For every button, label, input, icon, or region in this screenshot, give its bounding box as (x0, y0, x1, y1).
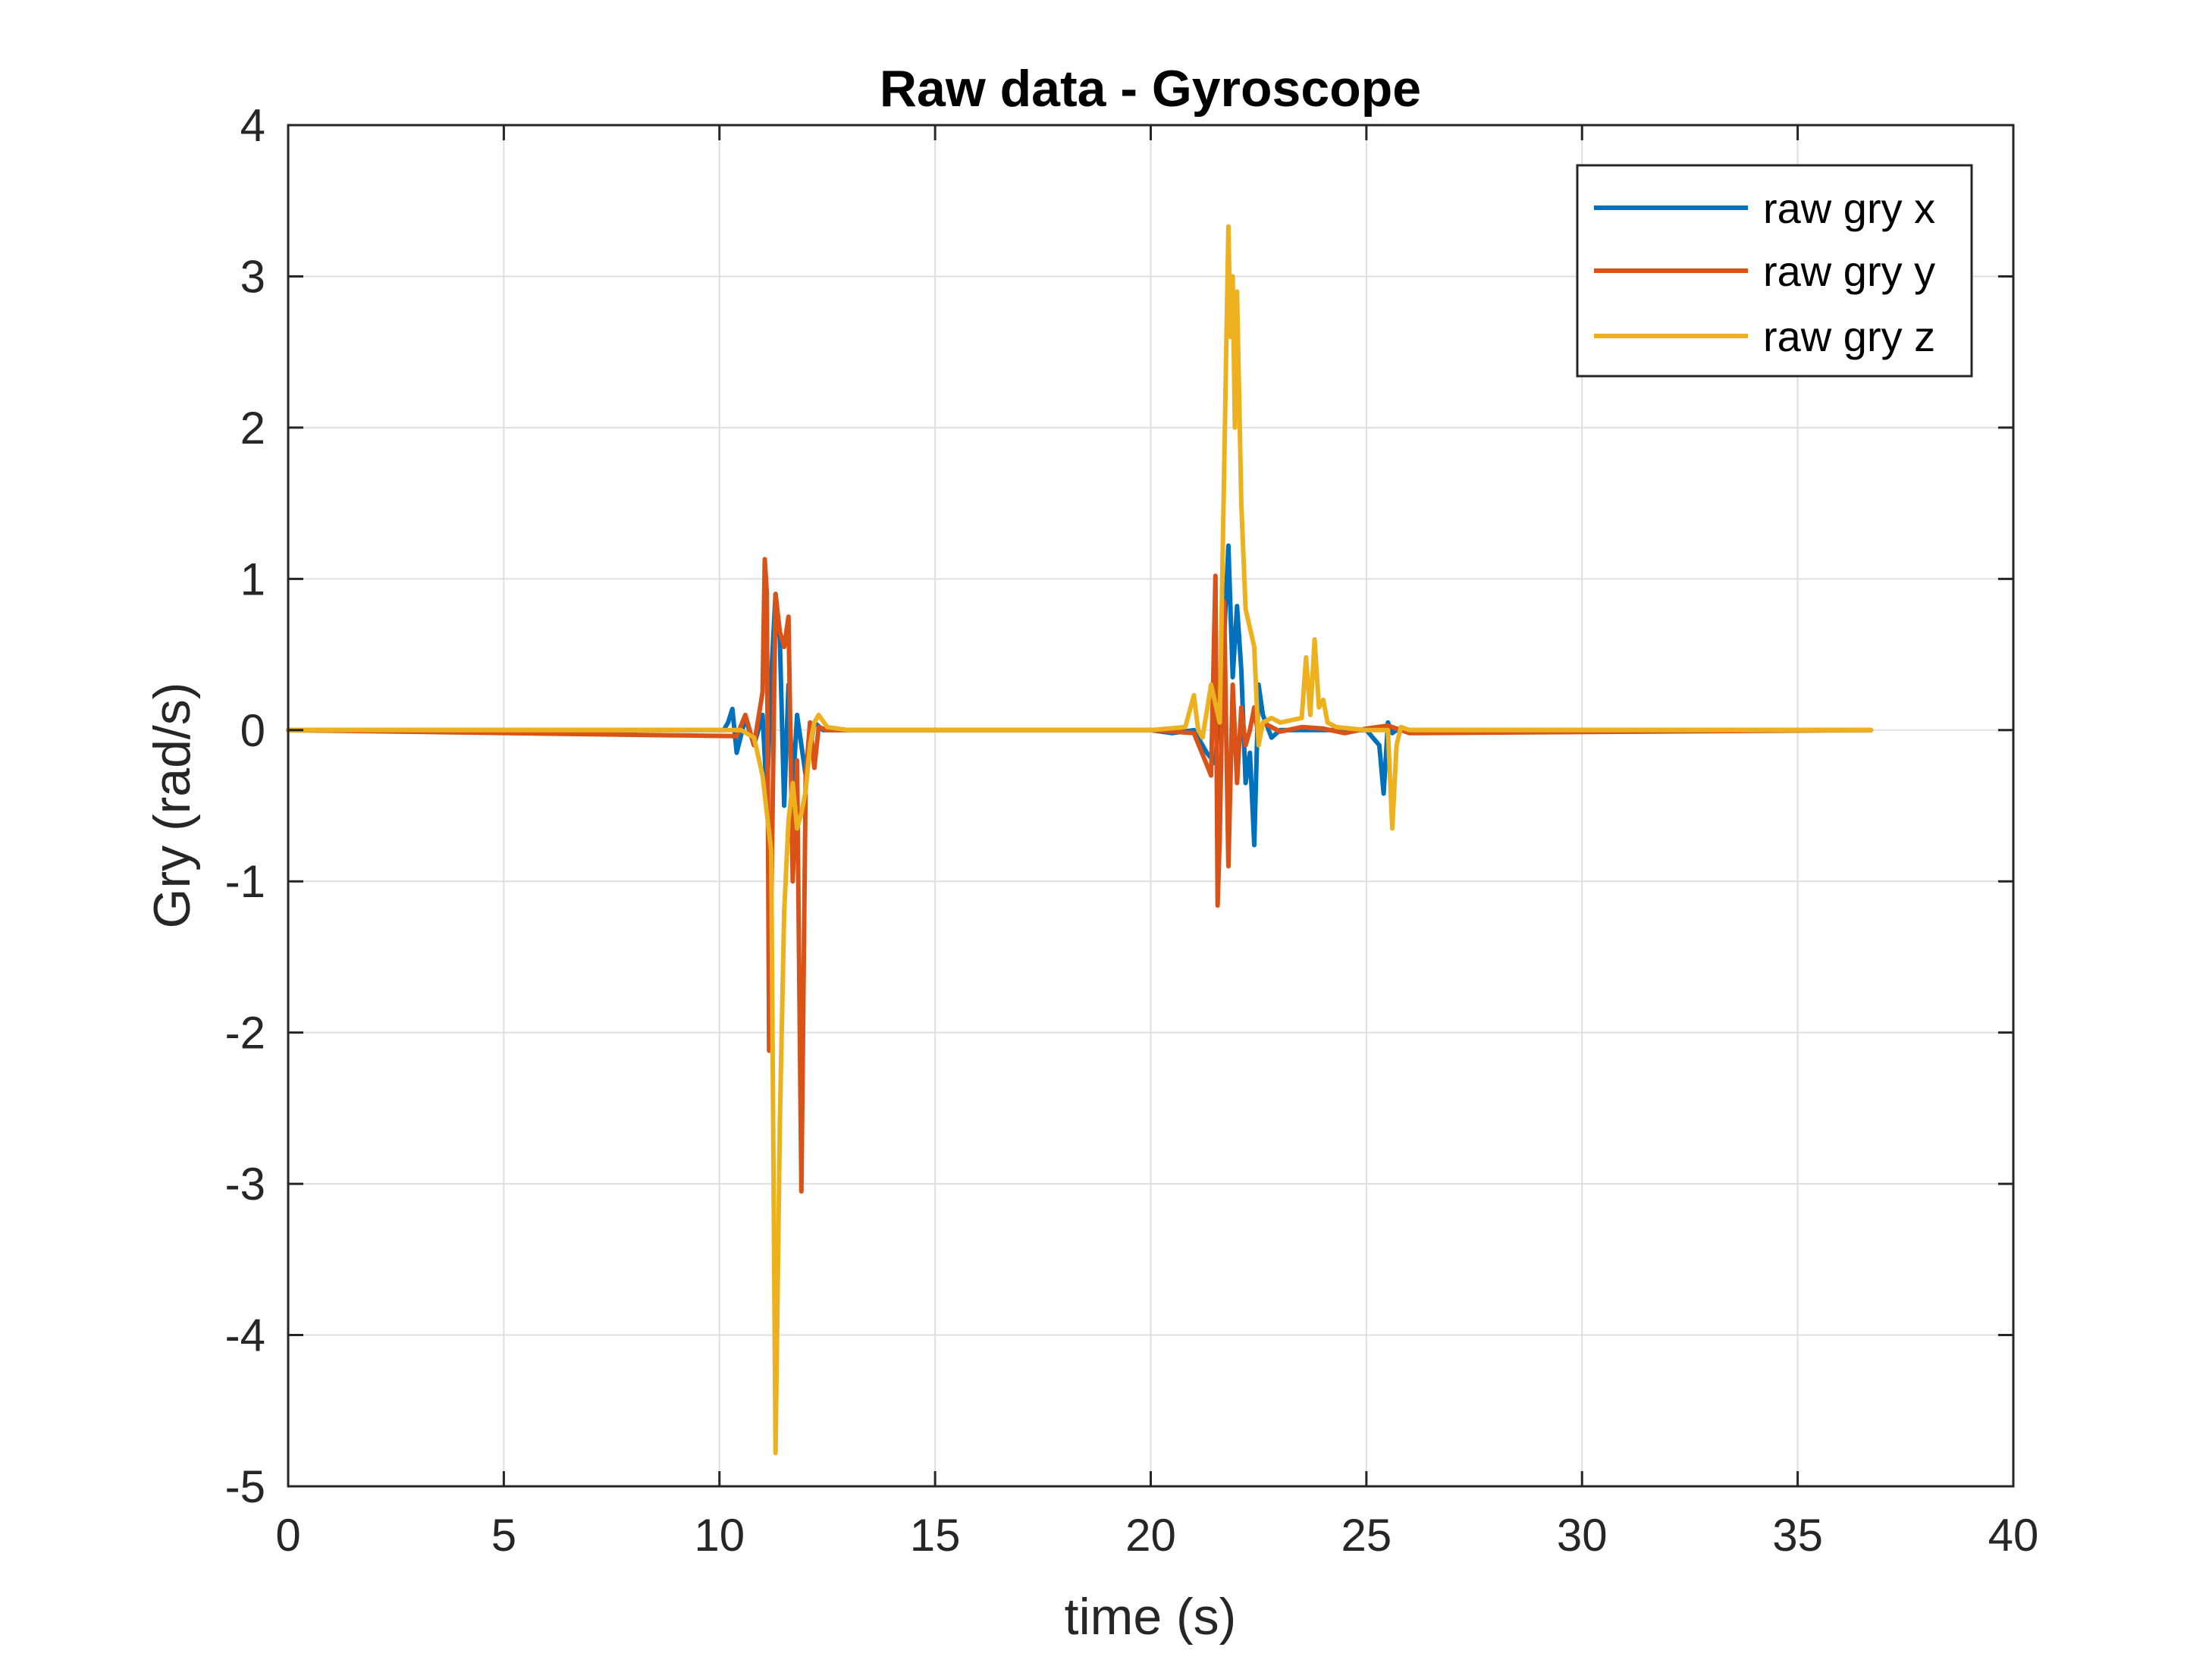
legend-label-z: raw gry z (1763, 312, 1935, 360)
x-tick-label: 10 (694, 1510, 745, 1561)
x-tick-label: 30 (1557, 1510, 1608, 1561)
y-tick-label: 2 (240, 403, 265, 453)
x-tick-label: 5 (491, 1510, 516, 1561)
y-tick-label: 4 (240, 100, 265, 151)
y-tick-label: -3 (225, 1159, 265, 1210)
chart-title: Raw data - Gyroscope (880, 60, 1421, 118)
x-tick-label: 35 (1772, 1510, 1823, 1561)
y-tick-label: 1 (240, 554, 265, 604)
y-axis-label: Gry (rad/s) (143, 682, 201, 929)
y-tick-label: -4 (225, 1310, 265, 1361)
x-tick-label: 25 (1341, 1510, 1392, 1561)
y-tick-label: -1 (225, 856, 265, 907)
series-lines (286, 224, 1874, 1456)
x-tick-label: 20 (1125, 1510, 1176, 1561)
x-axis-label: time (s) (1065, 1588, 1237, 1646)
legend: raw gry x raw gry y raw gry z (1576, 164, 1973, 378)
y-tick-label: 0 (240, 705, 265, 756)
y-tick-label: -5 (225, 1461, 265, 1512)
series-line-gry-z (286, 224, 1874, 1456)
legend-label-y: raw gry y (1763, 247, 1935, 295)
x-tick-label: 40 (1988, 1510, 2039, 1561)
legend-label-x: raw gry x (1763, 184, 1935, 232)
x-tick-label: 15 (910, 1510, 961, 1561)
y-tick-label: -2 (225, 1008, 265, 1059)
x-tick-label: 0 (275, 1510, 300, 1561)
y-tick-label: 3 (240, 251, 265, 302)
